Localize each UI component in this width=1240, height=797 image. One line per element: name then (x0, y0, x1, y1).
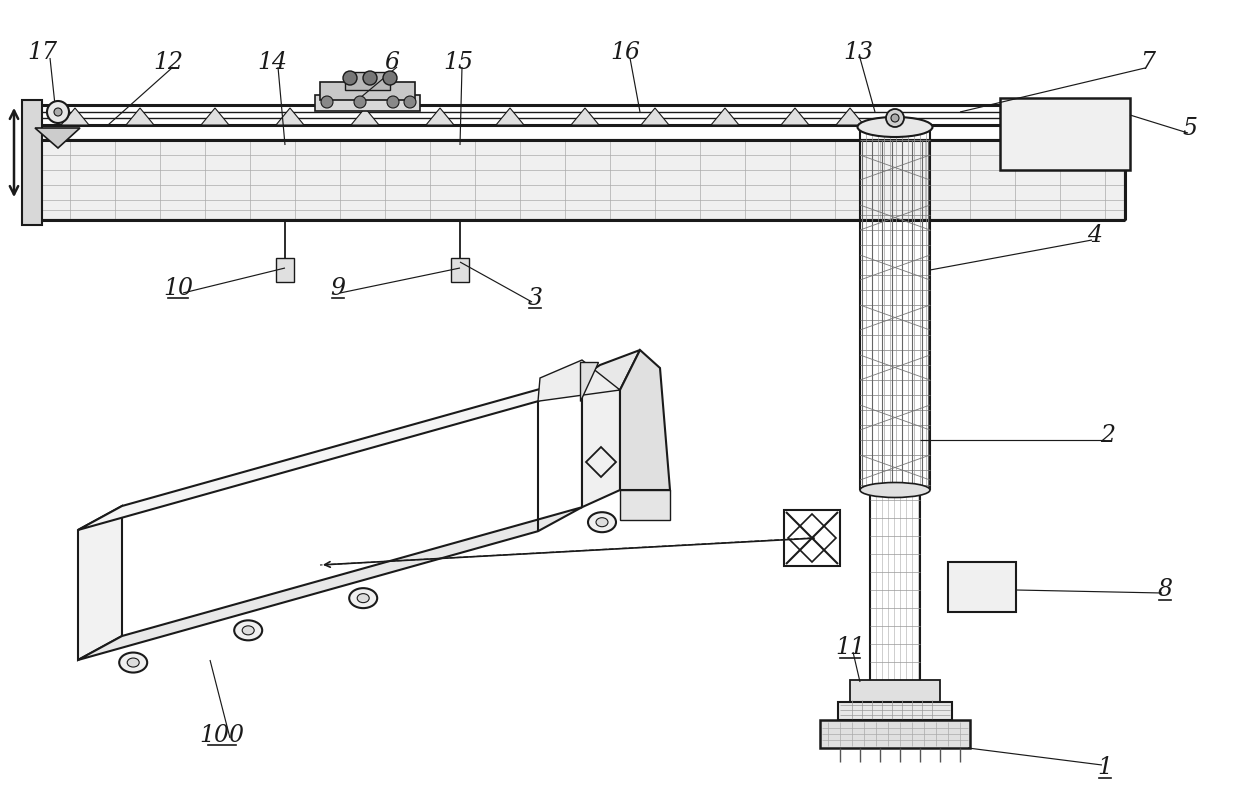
Bar (849, 680, 940, 702)
Bar (277, 258, 294, 282)
Bar (451, 258, 469, 282)
Polygon shape (711, 108, 739, 125)
Text: 13: 13 (843, 41, 873, 64)
Ellipse shape (242, 626, 254, 635)
Polygon shape (126, 108, 154, 125)
Ellipse shape (596, 518, 608, 527)
Circle shape (892, 114, 899, 122)
Polygon shape (35, 128, 81, 148)
Bar (838, 702, 952, 720)
Polygon shape (427, 108, 454, 125)
Polygon shape (201, 108, 229, 125)
Bar (22, 100, 42, 225)
Polygon shape (620, 350, 670, 490)
Bar (345, 72, 391, 90)
Circle shape (55, 108, 62, 116)
Text: 10: 10 (162, 277, 193, 300)
Polygon shape (496, 108, 525, 125)
Bar (999, 98, 1130, 170)
Text: 11: 11 (835, 637, 866, 659)
Ellipse shape (128, 658, 139, 667)
Circle shape (387, 96, 399, 108)
Ellipse shape (350, 588, 377, 608)
Text: 8: 8 (1157, 579, 1173, 602)
Polygon shape (78, 507, 582, 660)
Text: 14: 14 (257, 50, 286, 73)
Polygon shape (582, 350, 640, 390)
Polygon shape (78, 506, 122, 660)
Circle shape (404, 96, 415, 108)
Polygon shape (784, 510, 839, 566)
Text: 17: 17 (27, 41, 57, 64)
Text: 3: 3 (527, 286, 543, 309)
Ellipse shape (234, 620, 262, 640)
Polygon shape (538, 360, 620, 401)
Text: 100: 100 (200, 724, 244, 747)
Bar (25, 140, 1125, 220)
Bar (320, 82, 415, 100)
Text: 9: 9 (331, 277, 346, 300)
Ellipse shape (861, 482, 930, 497)
Text: 12: 12 (153, 50, 184, 73)
Bar (315, 95, 420, 111)
Polygon shape (61, 108, 89, 125)
Polygon shape (351, 108, 379, 125)
Text: 4: 4 (1087, 223, 1102, 246)
Polygon shape (620, 490, 670, 520)
Text: 16: 16 (610, 41, 640, 64)
Polygon shape (570, 108, 599, 125)
Text: 2: 2 (1101, 423, 1116, 446)
Polygon shape (277, 108, 304, 125)
Ellipse shape (357, 594, 370, 603)
Circle shape (353, 96, 366, 108)
Text: 6: 6 (384, 50, 399, 73)
Circle shape (383, 71, 397, 85)
Polygon shape (78, 377, 582, 530)
Ellipse shape (588, 512, 616, 532)
Text: 15: 15 (443, 50, 472, 73)
Ellipse shape (858, 117, 932, 137)
Polygon shape (836, 108, 864, 125)
Circle shape (343, 71, 357, 85)
Circle shape (887, 109, 904, 127)
Polygon shape (582, 377, 620, 507)
Text: 7: 7 (1141, 50, 1156, 73)
Circle shape (47, 101, 69, 123)
Bar (949, 562, 1016, 612)
Circle shape (321, 96, 334, 108)
Bar (820, 720, 970, 748)
Polygon shape (781, 108, 808, 125)
Text: 1: 1 (1097, 756, 1112, 779)
Polygon shape (641, 108, 670, 125)
Ellipse shape (119, 653, 148, 673)
Text: 5: 5 (1183, 116, 1198, 139)
Polygon shape (580, 362, 598, 401)
Circle shape (363, 71, 377, 85)
